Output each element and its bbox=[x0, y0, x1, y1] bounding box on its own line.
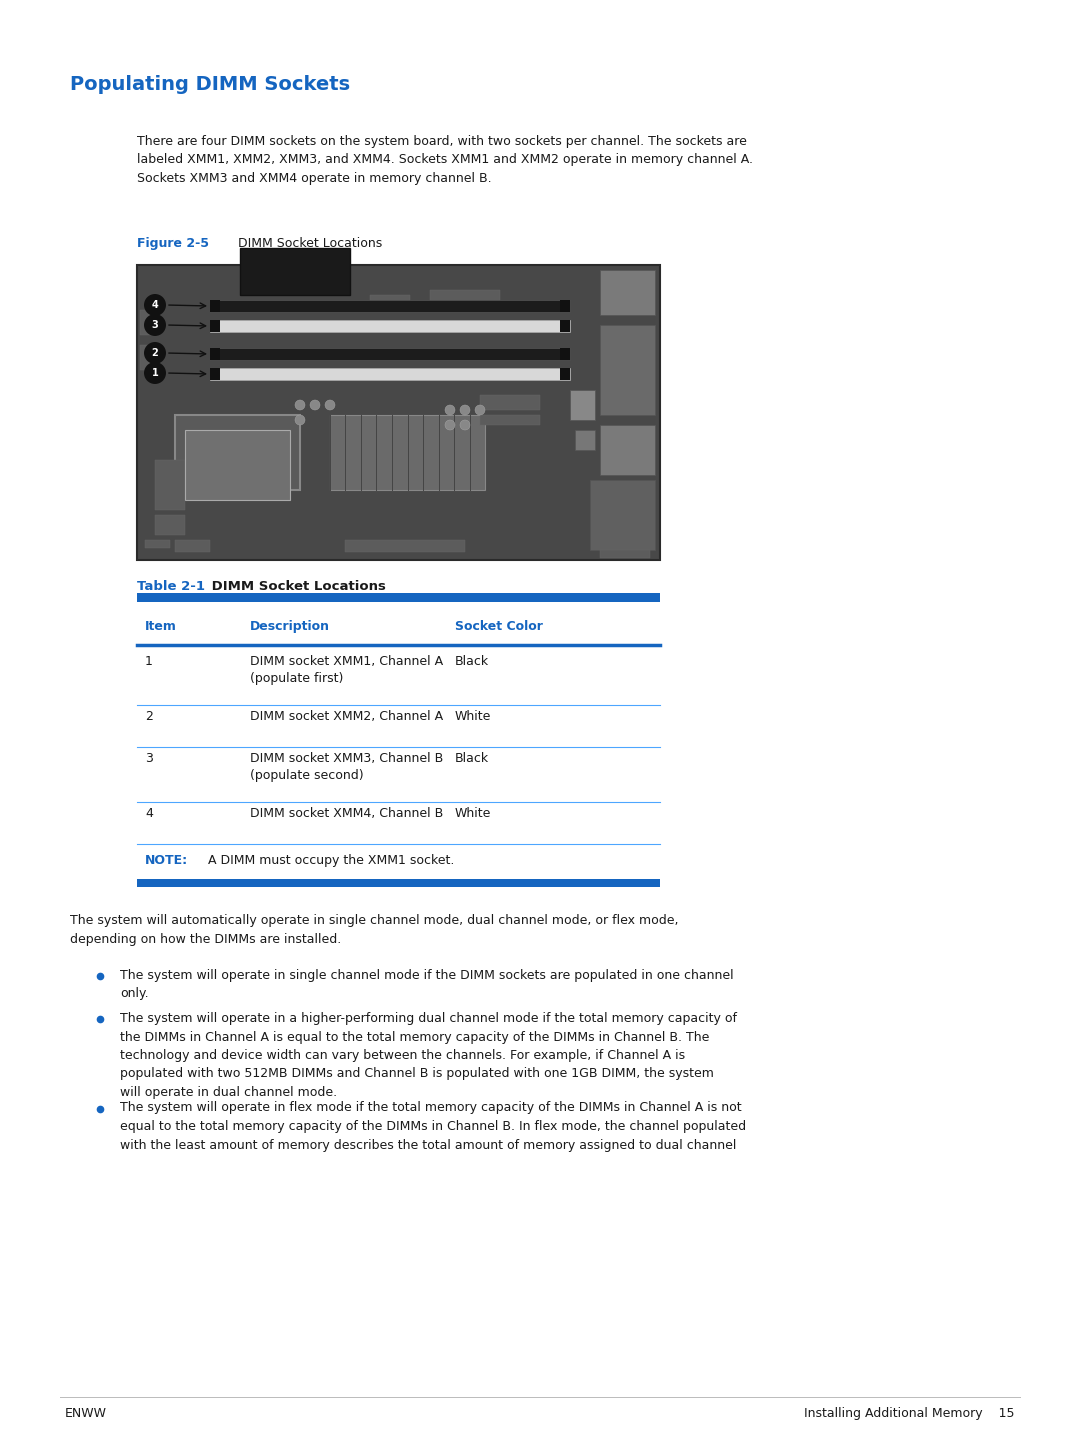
Circle shape bbox=[144, 362, 166, 384]
Bar bbox=[570, 389, 595, 420]
Text: Installing Additional Memory    15: Installing Additional Memory 15 bbox=[805, 1407, 1015, 1420]
Bar bbox=[156, 514, 185, 535]
Text: ENWW: ENWW bbox=[65, 1407, 107, 1420]
Bar bbox=[561, 300, 570, 312]
Circle shape bbox=[445, 420, 455, 430]
Bar bbox=[210, 300, 220, 312]
Text: 2: 2 bbox=[145, 710, 153, 723]
Bar bbox=[137, 879, 660, 887]
Text: Socket Color: Socket Color bbox=[455, 619, 543, 634]
Text: A DIMM must occupy the XMM1 socket.: A DIMM must occupy the XMM1 socket. bbox=[200, 854, 455, 867]
Text: DIMM socket XMM4, Channel B: DIMM socket XMM4, Channel B bbox=[249, 808, 443, 821]
Bar bbox=[185, 430, 291, 500]
Bar bbox=[240, 249, 350, 295]
Circle shape bbox=[460, 405, 470, 415]
Bar bbox=[210, 320, 220, 332]
Text: 4: 4 bbox=[151, 300, 159, 310]
Text: Black: Black bbox=[455, 655, 489, 668]
Text: 1: 1 bbox=[145, 655, 153, 668]
Circle shape bbox=[295, 399, 305, 410]
Bar bbox=[600, 270, 654, 315]
Bar bbox=[145, 540, 170, 547]
Text: The system will operate in a higher-performing dual channel mode if the total me: The system will operate in a higher-perf… bbox=[120, 1012, 737, 1099]
Bar bbox=[140, 345, 158, 369]
Text: DIMM Socket Locations: DIMM Socket Locations bbox=[230, 237, 382, 250]
Text: Table 2-1: Table 2-1 bbox=[137, 581, 205, 593]
Bar bbox=[561, 368, 570, 379]
Circle shape bbox=[144, 295, 166, 316]
Text: Item: Item bbox=[145, 619, 177, 634]
Bar bbox=[345, 540, 465, 552]
Circle shape bbox=[445, 405, 455, 415]
Bar bbox=[137, 593, 660, 602]
Text: 1: 1 bbox=[151, 368, 159, 378]
Bar bbox=[600, 550, 650, 558]
Bar bbox=[590, 480, 654, 550]
Bar bbox=[330, 415, 485, 490]
Bar bbox=[430, 290, 500, 302]
Bar bbox=[210, 348, 220, 361]
Text: The system will operate in flex mode if the total memory capacity of the DIMMs i: The system will operate in flex mode if … bbox=[120, 1102, 746, 1151]
Bar bbox=[137, 264, 660, 560]
Text: DIMM socket XMM2, Channel A: DIMM socket XMM2, Channel A bbox=[249, 710, 443, 723]
Bar bbox=[140, 310, 158, 335]
Text: DIMM Socket Locations: DIMM Socket Locations bbox=[207, 581, 386, 593]
Circle shape bbox=[295, 415, 305, 425]
Text: Populating DIMM Sockets: Populating DIMM Sockets bbox=[70, 75, 350, 93]
Circle shape bbox=[144, 315, 166, 336]
Text: 4: 4 bbox=[145, 808, 153, 821]
Circle shape bbox=[475, 405, 485, 415]
Text: The system will operate in single channel mode if the DIMM sockets are populated: The system will operate in single channe… bbox=[120, 969, 733, 1000]
Text: Black: Black bbox=[455, 752, 489, 764]
Circle shape bbox=[325, 399, 335, 410]
Text: DIMM socket XMM3, Channel B
(populate second): DIMM socket XMM3, Channel B (populate se… bbox=[249, 752, 443, 782]
Bar bbox=[210, 368, 220, 379]
Bar bbox=[156, 460, 185, 510]
Bar bbox=[480, 395, 540, 410]
Bar bbox=[561, 348, 570, 361]
Bar bbox=[561, 320, 570, 332]
Text: The system will automatically operate in single channel mode, dual channel mode,: The system will automatically operate in… bbox=[70, 914, 678, 946]
Circle shape bbox=[460, 420, 470, 430]
Text: White: White bbox=[455, 710, 491, 723]
Bar bbox=[175, 415, 300, 490]
Bar bbox=[370, 295, 410, 310]
Bar bbox=[600, 325, 654, 415]
Text: 2: 2 bbox=[151, 348, 159, 358]
Bar bbox=[210, 348, 570, 361]
Bar bbox=[480, 415, 540, 425]
Text: Description: Description bbox=[249, 619, 330, 634]
Circle shape bbox=[144, 342, 166, 364]
Bar bbox=[175, 540, 210, 552]
Bar bbox=[210, 320, 570, 332]
Text: DIMM socket XMM1, Channel A
(populate first): DIMM socket XMM1, Channel A (populate fi… bbox=[249, 655, 443, 685]
Text: White: White bbox=[455, 808, 491, 821]
Text: There are four DIMM sockets on the system board, with two sockets per channel. T: There are four DIMM sockets on the syste… bbox=[137, 135, 753, 185]
Bar bbox=[600, 425, 654, 476]
Text: NOTE:: NOTE: bbox=[145, 854, 188, 867]
Bar bbox=[575, 430, 595, 450]
Text: 3: 3 bbox=[151, 320, 159, 331]
Circle shape bbox=[310, 399, 320, 410]
Text: Figure 2-5: Figure 2-5 bbox=[137, 237, 210, 250]
Bar bbox=[210, 300, 570, 312]
Text: 3: 3 bbox=[145, 752, 153, 764]
Bar bbox=[210, 368, 570, 379]
